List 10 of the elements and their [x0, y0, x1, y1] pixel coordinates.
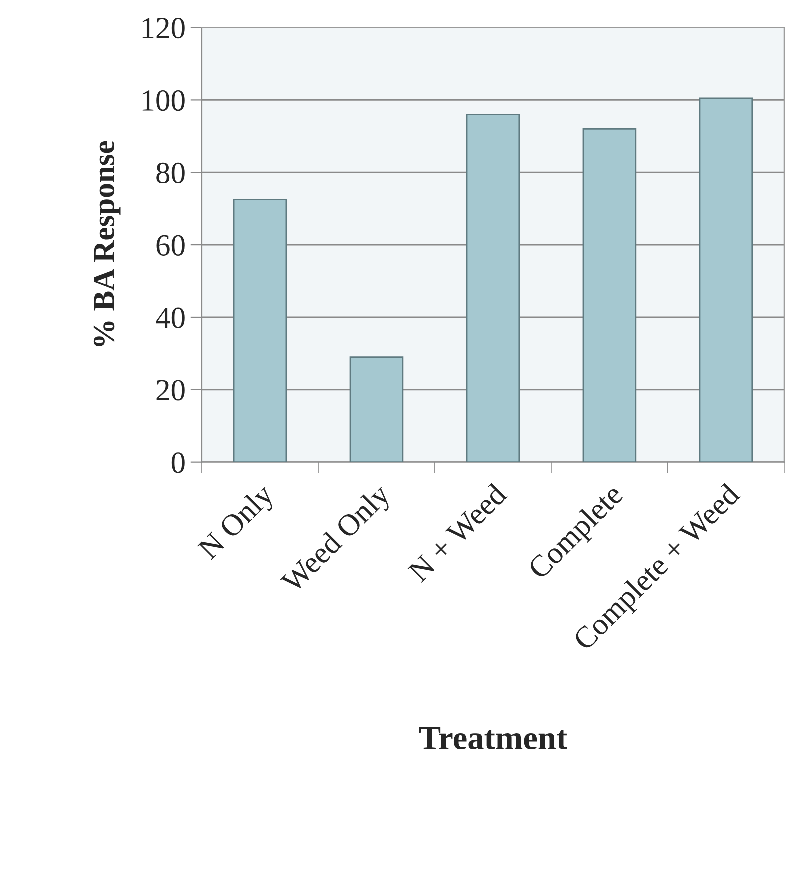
x-axis-title: Treatment — [419, 727, 568, 750]
y-tick-label: 60 — [156, 235, 185, 256]
y-axis-title: % BA Response — [94, 141, 121, 346]
y-tick-label: 0 — [172, 452, 185, 474]
x-tick-label: N Only — [196, 482, 280, 566]
y-tick-label: 80 — [156, 162, 185, 184]
y-tick-label: 40 — [156, 308, 185, 328]
y-tick-label: 100 — [142, 90, 185, 112]
y-tick-label: 20 — [156, 380, 185, 401]
y-tick-label: 120 — [142, 18, 185, 39]
